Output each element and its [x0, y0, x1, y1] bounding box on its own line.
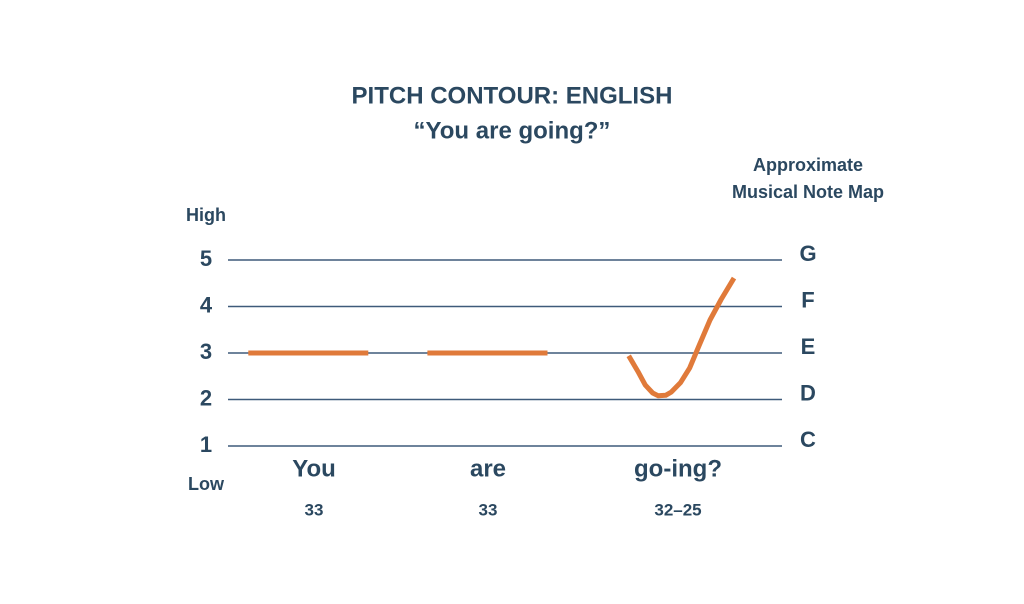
- y2-tick-label: F: [801, 287, 814, 312]
- y-tick-label: 2: [200, 385, 212, 410]
- pitch-code: 33: [305, 500, 324, 519]
- word-label: go-ing?: [634, 455, 722, 482]
- y-tick-label: 1: [200, 432, 212, 457]
- y-tick-label: 5: [200, 246, 212, 271]
- word-label: You: [292, 455, 336, 482]
- y-high-label: High: [186, 205, 226, 225]
- pitch-code: 32–25: [654, 500, 701, 519]
- y-tick-label: 4: [200, 292, 213, 317]
- y-low-label: Low: [188, 474, 225, 494]
- pitch-code: 33: [479, 500, 498, 519]
- chart-title: PITCH CONTOUR: ENGLISH: [352, 82, 673, 109]
- y2-tick-label: G: [799, 241, 816, 266]
- pitch-contour: [248, 276, 737, 399]
- y2-title: Approximate: [753, 155, 863, 175]
- y-tick-label: 3: [200, 339, 212, 364]
- y2-tick-label: D: [800, 380, 816, 405]
- y2-title: Musical Note Map: [732, 182, 884, 202]
- y2-tick-label: C: [800, 427, 816, 452]
- chart-subtitle: “You are going?”: [414, 117, 611, 144]
- word-label: are: [470, 455, 506, 482]
- y2-tick-label: E: [801, 334, 816, 359]
